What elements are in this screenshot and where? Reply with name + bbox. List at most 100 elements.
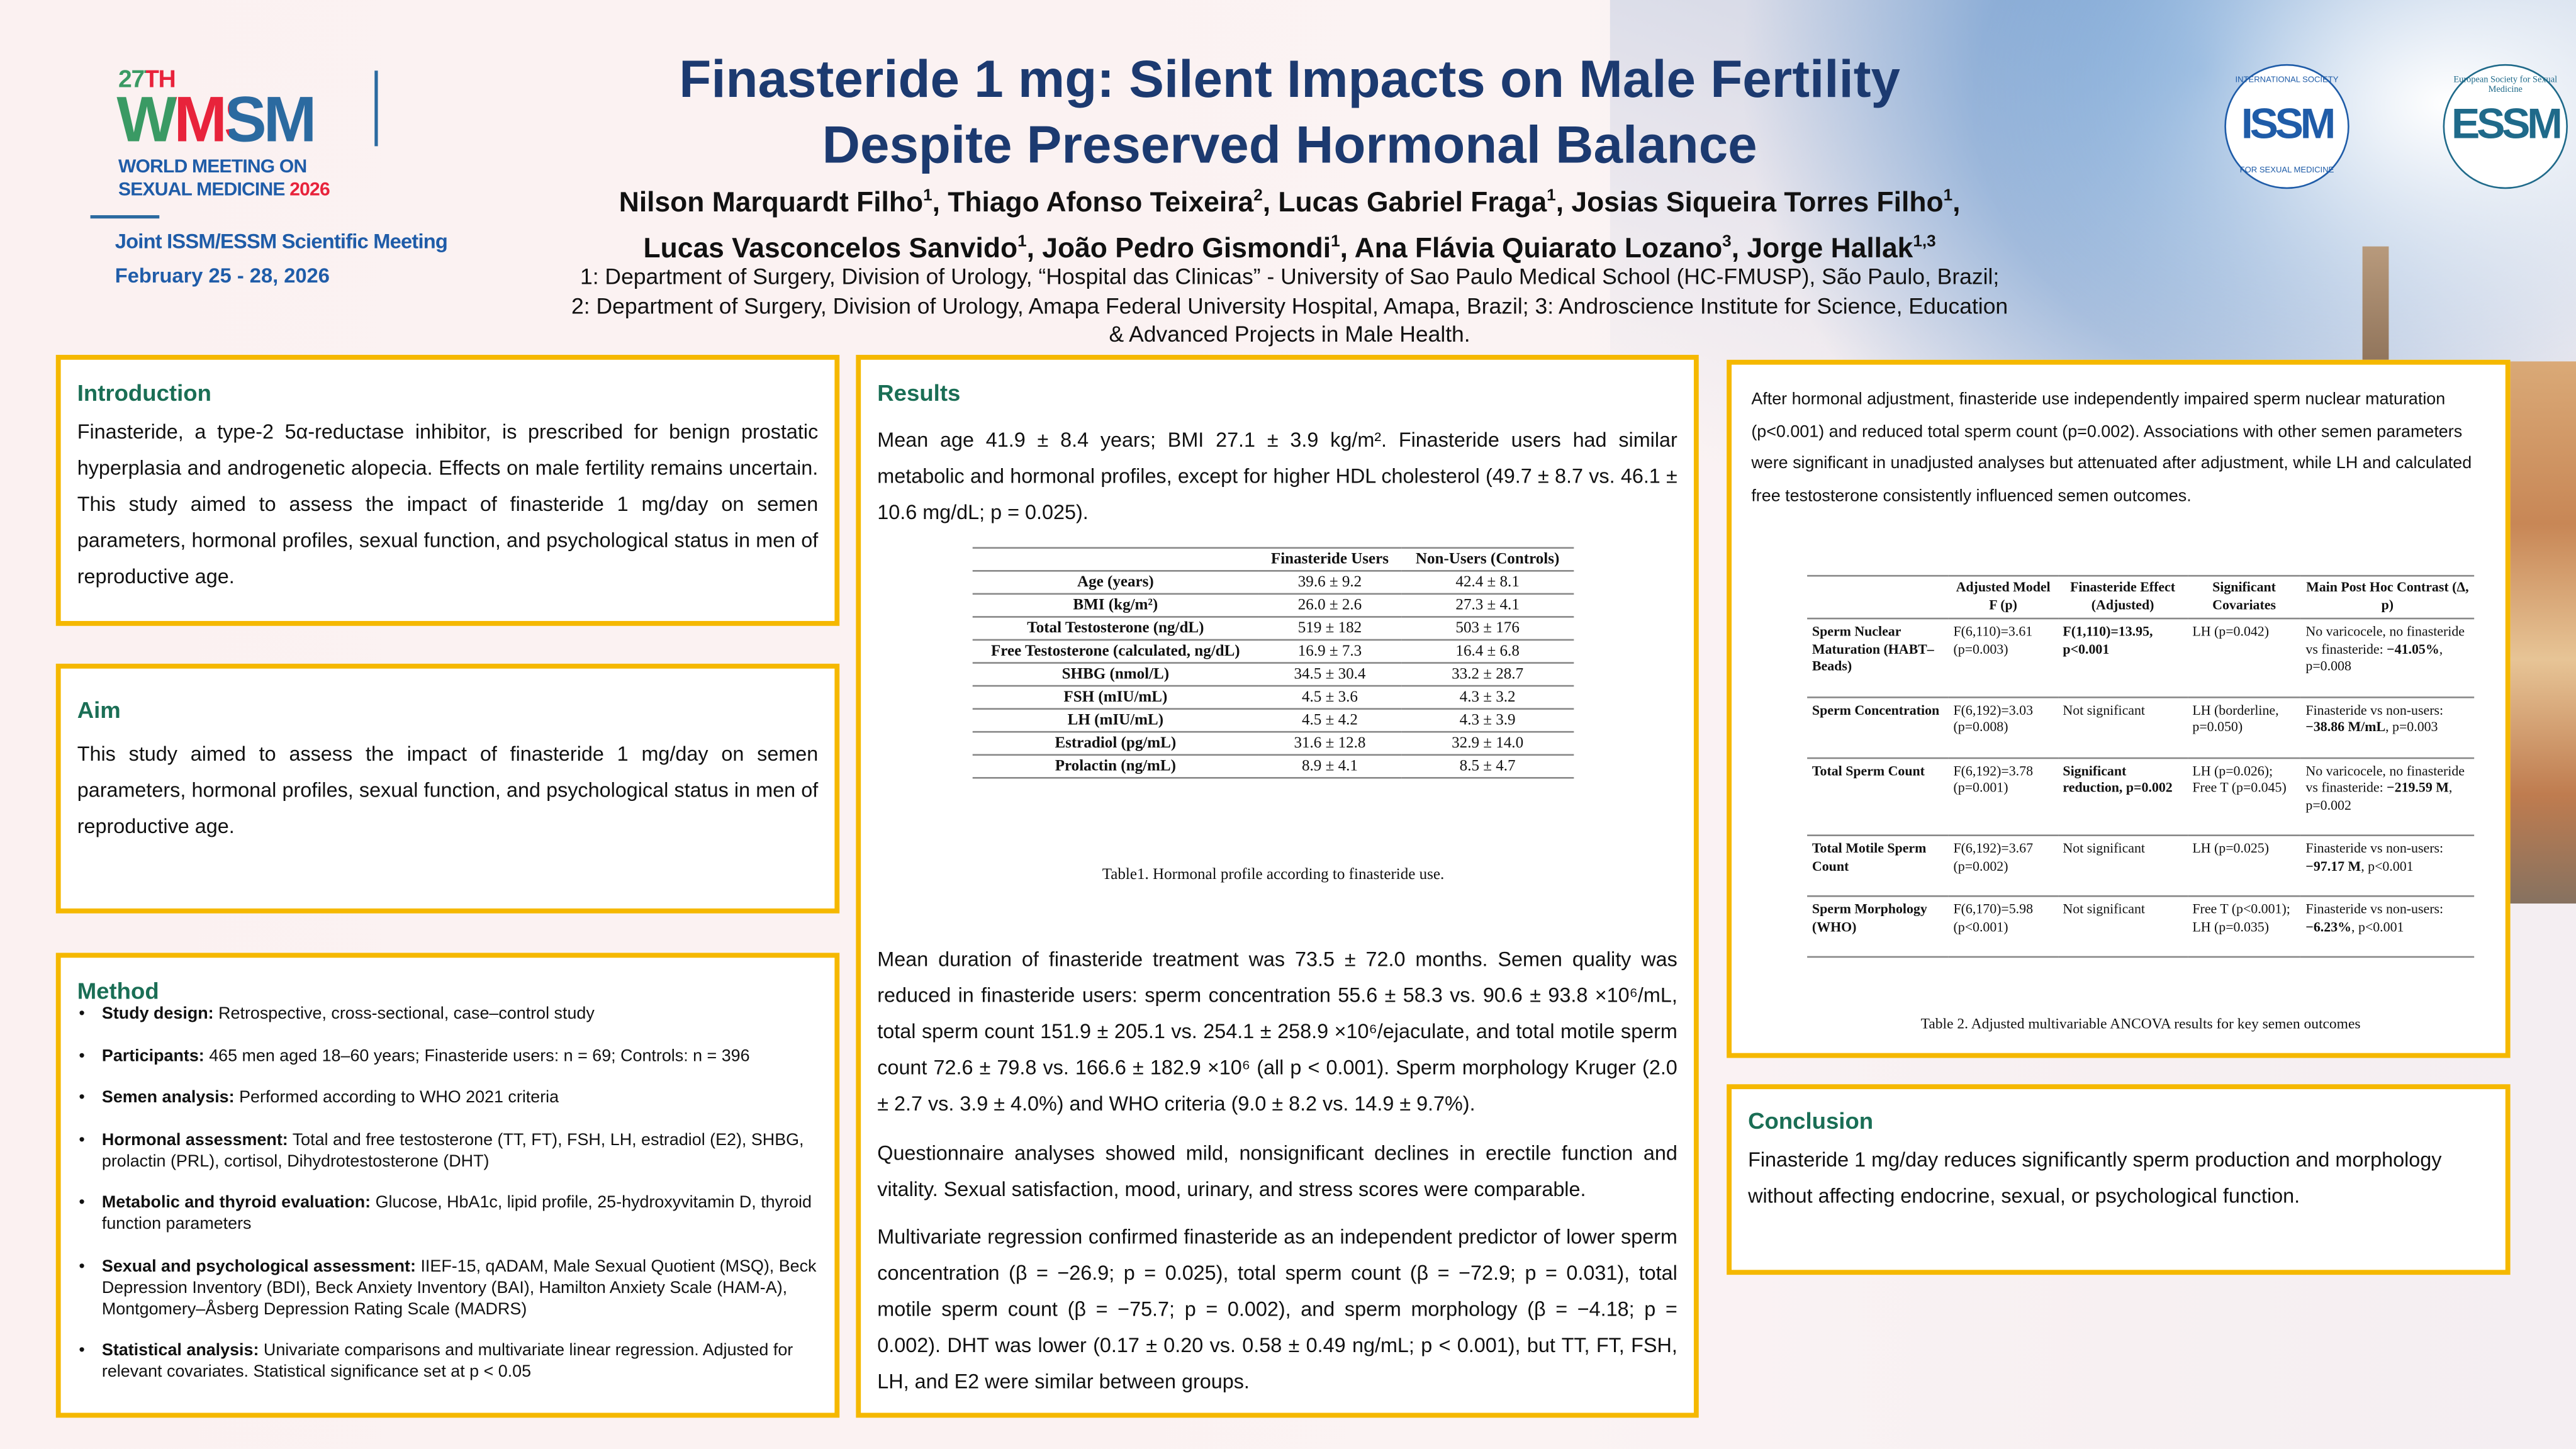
author-name: Josias Siqueira Torres Filho [1571,186,1944,218]
introduction-section: Introduction Finasteride, a type-2 5α-re… [55,354,840,626]
bullet-icon: • [79,1131,85,1150]
contrast-text: No varicocele, no finasteride vs finaste… [2305,624,2465,657]
method-item: • Study design: Retrospective, cross-sect… [77,1004,819,1025]
table-cell: 26.0 ± 2.6 [1258,593,1401,618]
contrast-text: −6.23% [2305,919,2352,934]
table-cell: Total Testosterone (ng/dL) [972,617,1259,641]
table-cell: BMI (kg/m²) [972,593,1259,618]
table-cell: 519 ± 182 [1258,617,1401,641]
method-item-text: Retrospective, cross-sectional, case–con… [213,1005,595,1024]
covariates-cell: LH (borderline, p=0.050) [2187,697,2301,758]
table-row: BMI (kg/m²) 26.0 ± 2.6 27.3 ± 4.1 [972,593,1574,618]
method-item-label: Metabolic and thyroid evaluation: [101,1194,371,1212]
table-row: Estradiol (pg/mL) 31.6 ± 12.8 32.9 ± 14.0 [972,732,1574,756]
method-item-label: Sexual and psychological assessment: [101,1257,416,1276]
table-cell: 31.6 ± 12.8 [1258,732,1401,756]
effect-cell: Not significant [2058,697,2188,758]
table-row: Sperm Nuclear Maturation (HABT–Beads) F(6… [1807,618,2475,698]
issm-logo: INTERNATIONAL SOCIETY ISSM FOR SEXUAL ME… [2224,64,2349,189]
author-name: Ana Flávia Quiarato Lozano [1354,232,1723,264]
model-cell: F(6,192)=3.67 (p=0.002) [1948,835,2058,897]
contrast-text: −97.17 M [2305,858,2361,873]
bullet-icon: • [79,1257,85,1276]
table-row: Total Motile Sperm Count F(6,192)=3.67 (p… [1807,835,2475,897]
table-cell: 27.3 ± 4.1 [1401,593,1574,618]
results-continued-text: After hormonal adjustment, finasteride u… [1751,391,2472,505]
table-row: Sperm Morphology (WHO) F(6,170)=5.98 (p<0… [1807,896,2475,958]
author-affiliation: 1 [1547,187,1556,206]
method-item-label: Statistical analysis: [101,1342,259,1360]
meeting-year: 2026 [289,181,330,201]
table-caption: Table1. Hormonal profile according to fi… [1102,865,1445,884]
covariates-cell: Free T (p<0.001); LH (p=0.035) [2187,896,2301,958]
column-header: Main Post Hoc Contrast (Δ, p) [2300,574,2475,620]
column-header: Finasteride Effect (Adjusted) [2058,574,2188,620]
column-header: Finasteride Users [1258,547,1401,572]
contrast-text: , p<0.001 [2361,858,2414,873]
author-affiliation: 1 [1017,232,1027,251]
effect-cell: Significant reduction, p=0.002 [2058,757,2188,836]
method-item: • Semen analysis: Performed according to … [77,1087,819,1109]
table-cell: 33.2 ± 28.7 [1401,663,1574,687]
meeting-name: WORLD MEETING ON SEXUAL MEDICINE 2026 [118,156,330,202]
effect-cell: Not significant [2058,835,2188,897]
meeting-dates: February 25 - 28, 2026 [115,264,330,288]
results-section: Results Mean age 41.9 ± 8.4 years; BMI 2… [856,354,1699,1418]
conclusion-text: Finasteride 1 mg/day reduces significant… [1748,1148,2442,1208]
bullet-icon: • [79,1089,85,1107]
method-item: • Metabolic and thyroid evaluation: Gluco… [77,1193,819,1236]
method-item: • Participants: 465 men aged 18–60 years;… [77,1046,819,1067]
section-heading: Introduction [77,379,211,406]
author-name: Nilson Marquardt Filho [619,186,924,218]
author-affiliation: 1 [1331,232,1340,251]
method-item-text: Glucose, HbA1c, lipid profile, 25-hydrox… [101,1194,812,1234]
effect-text: Not significant [2063,702,2146,717]
method-item: • Statistical analysis: Univariate compar… [77,1341,819,1384]
wmsm-wordmark: WMSM [116,85,316,157]
column-header [1807,574,1949,620]
effect-text: Not significant [2063,902,2146,917]
method-item: • Sexual and psychological assessment: II… [77,1256,819,1320]
edition-label: 27TH [118,65,176,94]
divider [90,215,160,218]
author-affiliation: 1 [923,187,932,206]
conclusion-section: Conclusion Finasteride 1 mg/day reduces … [1727,1084,2511,1275]
table-cell: 4.3 ± 3.2 [1401,686,1574,710]
results-paragraph: Multivariate regression confirmed finast… [877,1225,1677,1394]
table-cell: 8.5 ± 4.7 [1401,754,1574,779]
outcome-cell: Total Motile Sperm Count [1807,835,1949,897]
contrast-cell: Finasteride vs non-users: −97.17 M, p<0.… [2300,835,2475,897]
table-cell: 16.9 ± 7.3 [1258,639,1401,664]
results-paragraph: Mean duration of finasteride treatment w… [877,948,1677,1116]
contrast-text: , p<0.001 [2351,919,2404,934]
section-heading: Aim [77,697,121,723]
table-cell: Age (years) [972,571,1259,595]
effect-text: F(1,110)=13.95, p<0.001 [2063,624,2153,657]
outcome-cell: Sperm Nuclear Maturation (HABT–Beads) [1807,618,1949,698]
method-section: Method • Study design: Retrospective, cro… [55,953,840,1418]
author-affiliation: 1,3 [1913,232,1936,251]
author-affiliation: 2 [1253,187,1263,206]
contrast-text: −219.59 M [2387,780,2449,795]
author-name: Thiago Afonso Teixeira [948,186,1254,218]
results-paragraph: Questionnaire analyses showed mild, nons… [877,1141,1677,1201]
table-cell: 4.5 ± 4.2 [1258,708,1401,733]
outcome-cell: Sperm Morphology (WHO) [1807,896,1949,958]
author-name: Lucas Vasconcelos Sanvido [643,232,1018,264]
method-item-text: Performed according to WHO 2021 criteria [234,1089,559,1107]
divider [374,70,378,147]
results-continued-section: After hormonal adjustment, finasteride u… [1727,359,2511,1058]
aim-text: This study aimed to assess the impact of… [77,742,819,838]
method-list: • Study design: Retrospective, cross-sect… [77,1004,819,1404]
bullet-icon: • [79,1005,85,1024]
table-row: Total Testosterone (ng/dL) 519 ± 182 503 ±… [972,617,1574,641]
meeting-name-line2: SEXUAL MEDICINE [118,181,285,201]
affiliation-line: & Advanced Projects in Male Health. [1109,322,1470,347]
issm-mark: ISSM [2241,98,2336,148]
table-cell: 503 ± 176 [1401,617,1574,641]
table-cell: SHBG (nmol/L) [972,663,1259,687]
table-cell: 8.9 ± 4.1 [1258,754,1401,779]
contrast-text: No varicocele, no finasteride vs finaste… [2305,763,2465,795]
table-cell: LH (mIU/mL) [972,708,1259,733]
outcome-cell: Total Sperm Count [1807,757,1949,836]
